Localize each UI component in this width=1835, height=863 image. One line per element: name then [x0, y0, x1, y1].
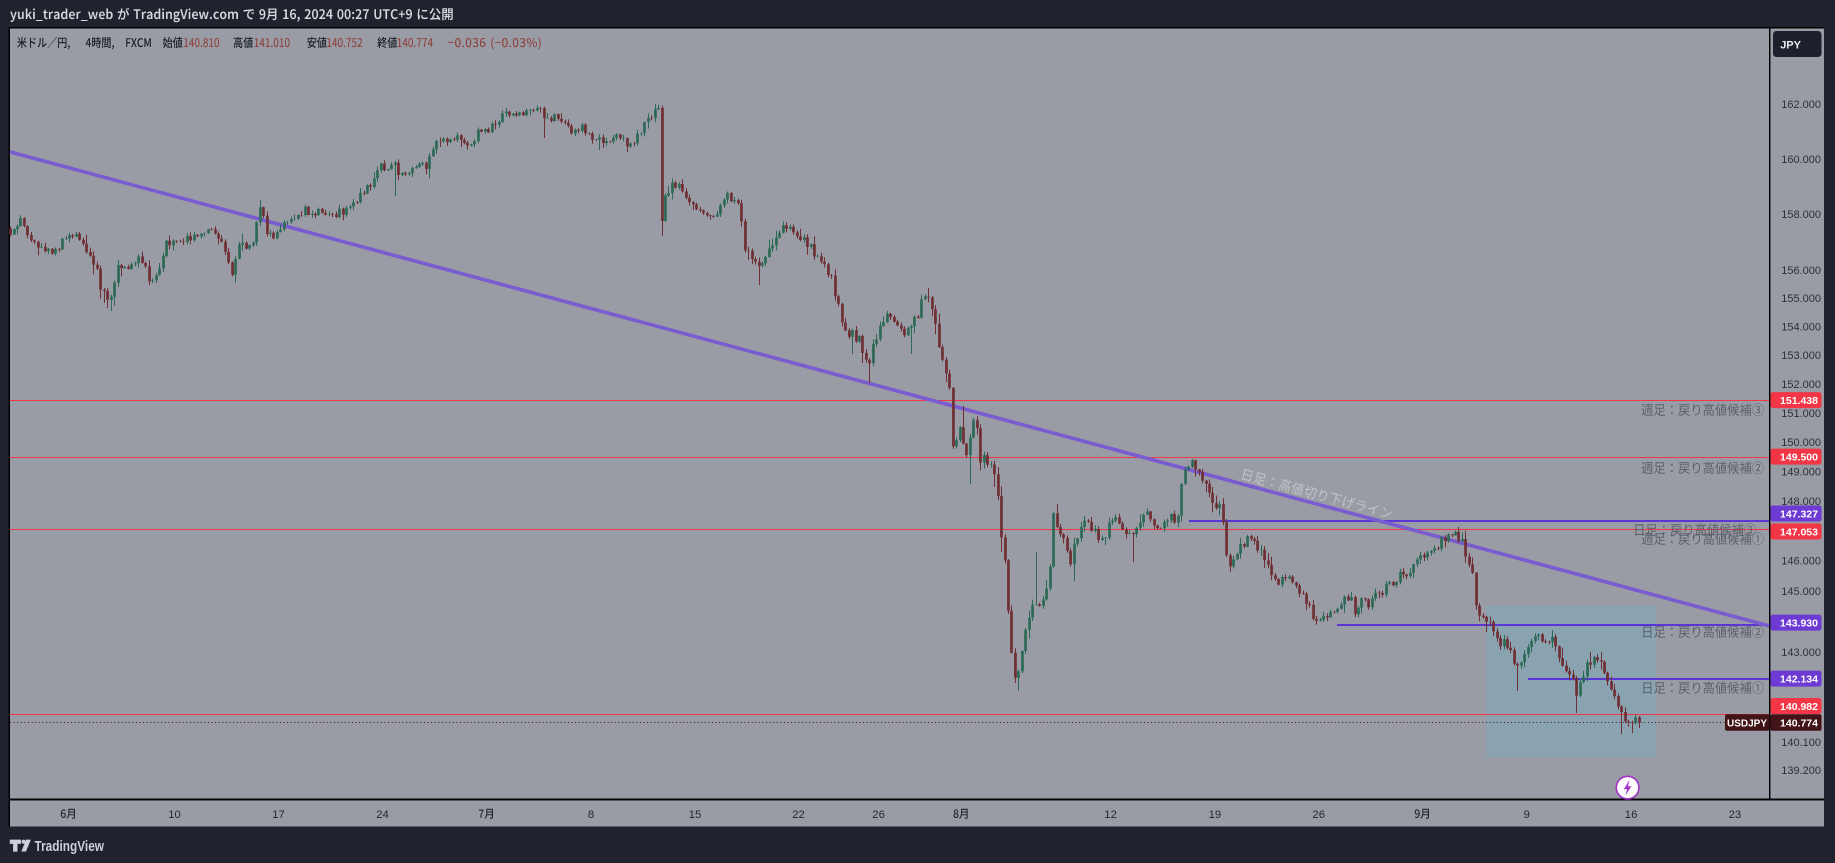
svg-text:147.327: 147.327	[1780, 509, 1818, 521]
svg-text:147.053: 147.053	[1780, 527, 1818, 539]
svg-text:151.438: 151.438	[1780, 395, 1818, 407]
svg-text:USDJPY: USDJPY	[1727, 718, 1767, 729]
svg-text:152.000: 152.000	[1781, 379, 1821, 391]
svg-text:JPY: JPY	[1780, 39, 1801, 51]
svg-text:22: 22	[792, 809, 805, 821]
svg-text:149.000: 149.000	[1781, 466, 1821, 478]
svg-text:19: 19	[1209, 809, 1222, 821]
svg-text:158.000: 158.000	[1781, 209, 1821, 221]
svg-text:26: 26	[1312, 809, 1325, 821]
svg-text:148.000: 148.000	[1781, 496, 1821, 508]
svg-text:12: 12	[1104, 809, 1117, 821]
svg-text:162.000: 162.000	[1781, 99, 1821, 111]
svg-text:160.000: 160.000	[1781, 154, 1821, 166]
svg-text:8: 8	[588, 809, 594, 821]
svg-text:TradingView: TradingView	[35, 839, 105, 855]
svg-text:17: 17	[272, 809, 285, 821]
svg-text:143.000: 143.000	[1781, 647, 1821, 659]
svg-text:26: 26	[872, 809, 885, 821]
svg-text:154.000: 154.000	[1781, 322, 1821, 334]
svg-text:142.134: 142.134	[1780, 674, 1818, 686]
svg-text:150.000: 150.000	[1781, 437, 1821, 449]
svg-text:23: 23	[1729, 809, 1742, 821]
svg-text:140.982: 140.982	[1780, 701, 1818, 713]
svg-text:143.930: 143.930	[1780, 618, 1818, 630]
svg-text:24: 24	[376, 809, 389, 821]
svg-text:153.000: 153.000	[1781, 350, 1821, 362]
svg-text:10: 10	[168, 809, 181, 821]
svg-text:156.000: 156.000	[1781, 265, 1821, 277]
svg-text:146.000: 146.000	[1781, 556, 1821, 568]
svg-text:151.000: 151.000	[1781, 408, 1821, 420]
svg-text:15: 15	[689, 809, 702, 821]
svg-text:145.000: 145.000	[1781, 586, 1821, 598]
svg-text:155.000: 155.000	[1781, 293, 1821, 305]
svg-text:16: 16	[1625, 809, 1638, 821]
svg-text:149.500: 149.500	[1780, 452, 1818, 464]
svg-text:9: 9	[1524, 809, 1530, 821]
svg-text:140.774: 140.774	[1780, 718, 1818, 730]
svg-text:139.200: 139.200	[1781, 765, 1821, 777]
svg-text:140.100: 140.100	[1781, 737, 1821, 749]
